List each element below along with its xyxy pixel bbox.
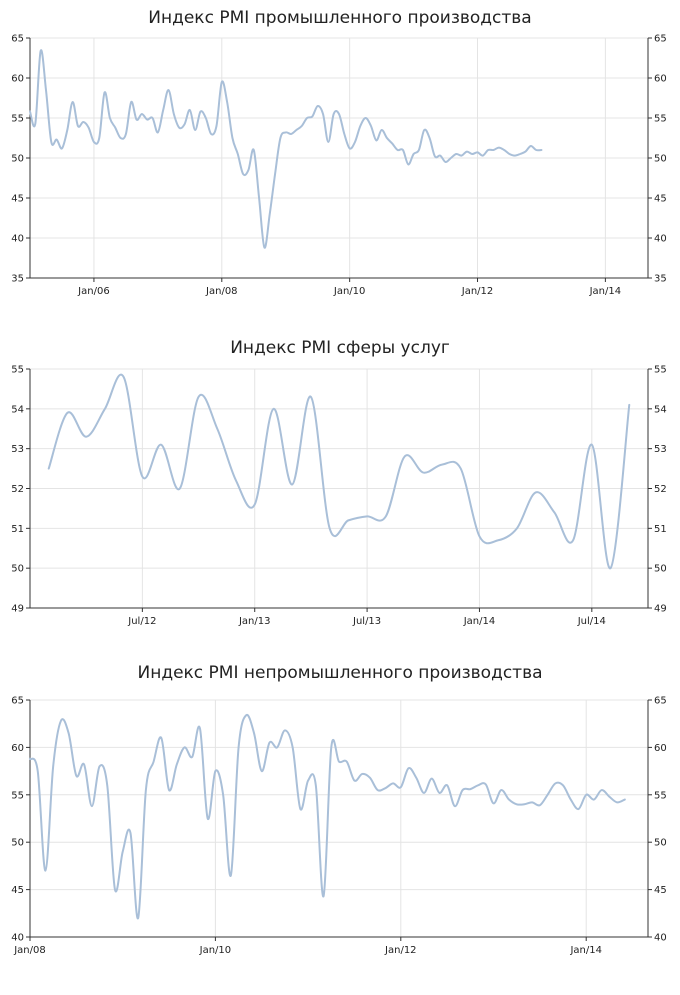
y-tick-label-right: 65 xyxy=(654,696,667,707)
x-tick-label: Jan/10 xyxy=(333,286,366,297)
plot-area: 35 35 40 40 45 45 50 50 55 55 60 60 65 65 Jan/06 Jan/08… xyxy=(11,34,667,298)
y-tick-label-right: 50 xyxy=(654,154,667,165)
x-tick-label: Jan/12 xyxy=(461,286,494,297)
series-line xyxy=(29,49,543,249)
y-tick-label-right: 45 xyxy=(654,194,667,205)
y-tick-label-left: 52 xyxy=(11,484,24,495)
y-tick-label-left: 60 xyxy=(11,74,24,85)
x-tick-label: Jan/12 xyxy=(384,945,417,956)
y-tick-label-right: 35 xyxy=(654,274,667,285)
x-tick-label: Jan/06 xyxy=(77,286,110,297)
chart-services: Индекс PMI сферы услуг 49 49 50 50 51 51 52 52 5… xyxy=(0,330,680,630)
y-tick-label-left: 55 xyxy=(11,365,24,376)
chart-nonmanufacturing: Индекс PMI непромышленного производства … xyxy=(0,655,680,995)
chart-title: Индекс PMI непромышленного производства xyxy=(137,663,543,683)
chart-title: Индекс PMI промышленного производства xyxy=(148,8,532,28)
x-tick-label: Jul/14 xyxy=(577,616,606,627)
series-line xyxy=(47,373,631,570)
y-tick-label-left: 65 xyxy=(11,696,24,707)
x-tick-label: Jul/12 xyxy=(127,616,156,627)
gridlines xyxy=(29,699,648,938)
gridlines xyxy=(30,368,648,609)
y-tick-label-right: 54 xyxy=(654,404,667,415)
x-tick-label: Jan/08 xyxy=(13,945,46,956)
y-tick-label-right: 45 xyxy=(654,885,667,896)
plot-area: 49 49 50 50 51 51 52 52 53 53 54 54 55 55 Jul/12 Jan/13… xyxy=(11,365,667,628)
y-tick-label-right: 55 xyxy=(654,114,667,125)
y-tick-label-left: 55 xyxy=(11,114,24,125)
y-tick-label-right: 60 xyxy=(654,743,667,754)
y-tick-label-left: 54 xyxy=(11,404,24,415)
gridlines xyxy=(30,37,648,279)
x-tick-label: Jan/08 xyxy=(205,286,238,297)
y-tick-label-right: 52 xyxy=(654,484,667,495)
x-tick-label: Jan/14 xyxy=(463,616,496,627)
x-tick-label: Jul/13 xyxy=(352,616,381,627)
x-tick-label: Jan/14 xyxy=(569,945,602,956)
y-tick-label-right: 40 xyxy=(654,933,667,944)
y-tick-label-left: 50 xyxy=(11,154,24,165)
y-tick-label-right: 51 xyxy=(654,524,667,535)
y-tick-label-right: 55 xyxy=(654,790,667,801)
y-tick-label-left: 40 xyxy=(11,234,24,245)
y-tick-label-left: 50 xyxy=(11,838,24,849)
y-tick-label-left: 55 xyxy=(11,790,24,801)
y-tick-label-left: 49 xyxy=(11,604,24,615)
chart-manufacturing: Индекс PMI промышленного производства 35… xyxy=(0,0,680,300)
y-tick-label-left: 51 xyxy=(11,524,24,535)
y-tick-label-right: 55 xyxy=(654,365,667,376)
y-tick-label-right: 50 xyxy=(654,838,667,849)
y-tick-label-left: 65 xyxy=(11,34,24,45)
y-tick-label-left: 53 xyxy=(11,444,24,455)
y-tick-label-right: 40 xyxy=(654,234,667,245)
y-tick-label-right: 50 xyxy=(654,564,667,575)
y-tick-label-left: 50 xyxy=(11,564,24,575)
y-tick-label-left: 60 xyxy=(11,743,24,754)
x-tick-label: Jan/14 xyxy=(589,286,622,297)
chart-title: Индекс PMI сферы услуг xyxy=(230,338,450,358)
y-tick-label-right: 60 xyxy=(654,74,667,85)
y-tick-label-left: 35 xyxy=(11,274,24,285)
y-tick-label-right: 65 xyxy=(654,34,667,45)
x-tick-label: Jan/13 xyxy=(238,616,271,627)
plot-area: 40 40 45 45 50 50 55 55 60 60 65 65 Jan/08 Jan/10 Jan/… xyxy=(11,696,667,957)
y-tick-label-left: 45 xyxy=(11,885,24,896)
y-tick-label-left: 40 xyxy=(11,933,24,944)
series-line xyxy=(29,713,626,920)
x-tick-label: Jan/10 xyxy=(199,945,232,956)
y-tick-label-right: 53 xyxy=(654,444,667,455)
y-tick-label-right: 49 xyxy=(654,604,667,615)
y-tick-label-left: 45 xyxy=(11,194,24,205)
